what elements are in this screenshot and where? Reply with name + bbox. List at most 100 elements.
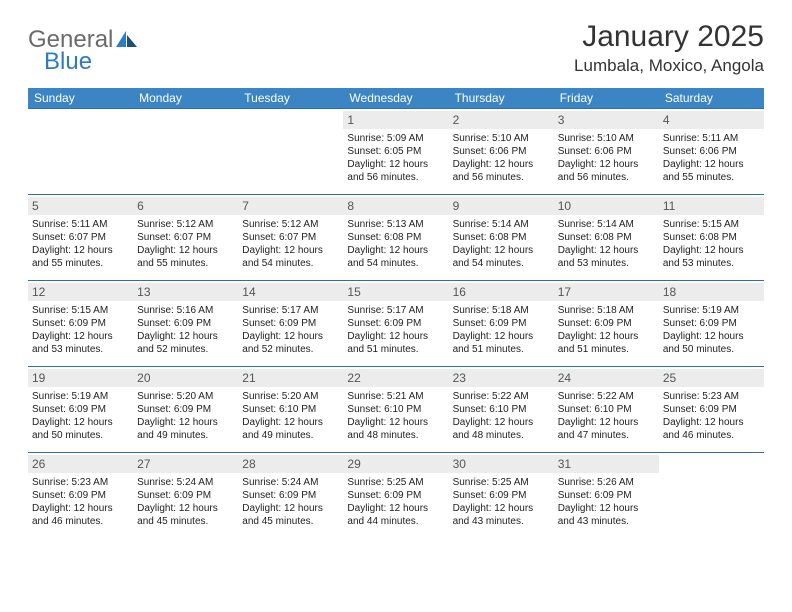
day-details: Sunrise: 5:14 AMSunset: 6:08 PMDaylight:… <box>558 218 655 270</box>
sunset-text: Sunset: 6:09 PM <box>32 489 129 502</box>
day-cell: 19 Sunrise: 5:19 AMSunset: 6:09 PMDayligh… <box>28 367 133 453</box>
sunrise-text: Sunrise: 5:14 AM <box>558 218 655 231</box>
day-number: 19 <box>28 369 133 387</box>
sunset-text: Sunset: 6:09 PM <box>347 489 444 502</box>
day-cell: 29Sunrise: 5:25 AMSunset: 6:09 PMDayligh… <box>343 453 448 539</box>
sunset-text: Sunset: 6:05 PM <box>347 145 444 158</box>
sunrise-text: Sunrise: 5:17 AM <box>347 304 444 317</box>
dow-sat: Saturday <box>659 88 764 109</box>
sunset-text: Sunset: 6:08 PM <box>558 231 655 244</box>
day-number: 25 <box>659 369 764 387</box>
day-details: Sunrise: 5:23 AMSunset: 6:09 PMDaylight:… <box>663 390 760 442</box>
daylight-text: Daylight: 12 hours and 53 minutes. <box>663 244 760 270</box>
sunset-text: Sunset: 6:08 PM <box>453 231 550 244</box>
sunset-text: Sunset: 6:09 PM <box>137 317 234 330</box>
day-cell: 16Sunrise: 5:18 AMSunset: 6:09 PMDayligh… <box>449 281 554 367</box>
sunrise-text: Sunrise: 5:11 AM <box>663 132 760 145</box>
daylight-text: Daylight: 12 hours and 54 minutes. <box>347 244 444 270</box>
day-details: Sunrise: 5:13 AMSunset: 6:08 PMDaylight:… <box>347 218 444 270</box>
logo-sail-icon <box>116 31 138 49</box>
day-number: 13 <box>133 283 238 301</box>
daylight-text: Daylight: 12 hours and 56 minutes. <box>558 158 655 184</box>
day-cell: 25 Sunrise: 5:23 AMSunset: 6:09 PMDayligh… <box>659 367 764 453</box>
day-details: Sunrise: 5:25 AMSunset: 6:09 PMDaylight:… <box>347 476 444 528</box>
day-cell: 31Sunrise: 5:26 AMSunset: 6:09 PMDayligh… <box>554 453 659 539</box>
day-number: 30 <box>449 455 554 473</box>
day-number: 28 <box>238 455 343 473</box>
sunrise-text: Sunrise: 5:22 AM <box>558 390 655 403</box>
day-details: Sunrise: 5:26 AMSunset: 6:09 PMDaylight:… <box>558 476 655 528</box>
day-details: Sunrise: 5:19 AMSunset: 6:09 PMDaylight:… <box>663 304 760 356</box>
day-number: 5 <box>28 197 133 215</box>
dow-header-row: Sunday Monday Tuesday Wednesday Thursday… <box>28 88 764 109</box>
day-details: Sunrise: 5:16 AMSunset: 6:09 PMDaylight:… <box>137 304 234 356</box>
day-cell: 7Sunrise: 5:12 AMSunset: 6:07 PMDaylight… <box>238 195 343 281</box>
sunset-text: Sunset: 6:08 PM <box>347 231 444 244</box>
calendar-table: Sunday Monday Tuesday Wednesday Thursday… <box>28 88 764 539</box>
sunset-text: Sunset: 6:06 PM <box>558 145 655 158</box>
day-details: Sunrise: 5:10 AMSunset: 6:06 PMDaylight:… <box>453 132 550 184</box>
day-cell: 11Sunrise: 5:15 AMSunset: 6:08 PMDayligh… <box>659 195 764 281</box>
sunset-text: Sunset: 6:09 PM <box>242 317 339 330</box>
sunset-text: Sunset: 6:09 PM <box>32 317 129 330</box>
day-cell: 8Sunrise: 5:13 AMSunset: 6:08 PMDaylight… <box>343 195 448 281</box>
day-cell: 3Sunrise: 5:10 AMSunset: 6:06 PMDaylight… <box>554 109 659 195</box>
day-details: Sunrise: 5:25 AMSunset: 6:09 PMDaylight:… <box>453 476 550 528</box>
day-details: Sunrise: 5:19 AMSunset: 6:09 PMDaylight:… <box>32 390 129 442</box>
day-details: Sunrise: 5:17 AMSunset: 6:09 PMDaylight:… <box>347 304 444 356</box>
sunrise-text: Sunrise: 5:24 AM <box>137 476 234 489</box>
day-details: Sunrise: 5:24 AMSunset: 6:09 PMDaylight:… <box>242 476 339 528</box>
day-details: Sunrise: 5:21 AMSunset: 6:10 PMDaylight:… <box>347 390 444 442</box>
daylight-text: Daylight: 12 hours and 54 minutes. <box>453 244 550 270</box>
sunrise-text: Sunrise: 5:25 AM <box>453 476 550 489</box>
sunset-text: Sunset: 6:06 PM <box>663 145 760 158</box>
day-cell <box>659 453 764 539</box>
sunrise-text: Sunrise: 5:25 AM <box>347 476 444 489</box>
daylight-text: Daylight: 12 hours and 52 minutes. <box>242 330 339 356</box>
day-cell: 5Sunrise: 5:11 AMSunset: 6:07 PMDaylight… <box>28 195 133 281</box>
sunrise-text: Sunrise: 5:26 AM <box>558 476 655 489</box>
sunset-text: Sunset: 6:10 PM <box>242 403 339 416</box>
daylight-text: Daylight: 12 hours and 46 minutes. <box>32 502 129 528</box>
day-number: 9 <box>449 197 554 215</box>
sunrise-text: Sunrise: 5:23 AM <box>663 390 760 403</box>
day-cell: 22Sunrise: 5:21 AMSunset: 6:10 PMDayligh… <box>343 367 448 453</box>
sunrise-text: Sunrise: 5:19 AM <box>663 304 760 317</box>
day-number: 16 <box>449 283 554 301</box>
page-header: General January 2025 Lumbala, Moxico, An… <box>28 20 764 76</box>
sunrise-text: Sunrise: 5:23 AM <box>32 476 129 489</box>
day-number: 10 <box>554 197 659 215</box>
day-number: 4 <box>659 111 764 129</box>
day-number: 3 <box>554 111 659 129</box>
week-row: 12Sunrise: 5:15 AMSunset: 6:09 PMDayligh… <box>28 281 764 367</box>
day-number: 1 <box>343 111 448 129</box>
sunset-text: Sunset: 6:09 PM <box>663 317 760 330</box>
sunset-text: Sunset: 6:10 PM <box>558 403 655 416</box>
sunset-text: Sunset: 6:09 PM <box>663 403 760 416</box>
sunset-text: Sunset: 6:09 PM <box>558 317 655 330</box>
sunrise-text: Sunrise: 5:22 AM <box>453 390 550 403</box>
day-cell <box>238 109 343 195</box>
day-cell <box>28 109 133 195</box>
day-cell: 13 Sunrise: 5:16 AMSunset: 6:09 PMDayligh… <box>133 281 238 367</box>
daylight-text: Daylight: 12 hours and 43 minutes. <box>558 502 655 528</box>
day-cell: 10 Sunrise: 5:14 AMSunset: 6:08 PMDayligh… <box>554 195 659 281</box>
daylight-text: Daylight: 12 hours and 53 minutes. <box>32 330 129 356</box>
day-details: Sunrise: 5:18 AMSunset: 6:09 PMDaylight:… <box>558 304 655 356</box>
daylight-text: Daylight: 12 hours and 54 minutes. <box>242 244 339 270</box>
sunset-text: Sunset: 6:10 PM <box>453 403 550 416</box>
week-row: 1 Sunrise: 5:09 AMSunset: 6:05 PMDaylight… <box>28 109 764 195</box>
day-cell: 15Sunrise: 5:17 AMSunset: 6:09 PMDayligh… <box>343 281 448 367</box>
dow-mon: Monday <box>133 88 238 109</box>
day-number: 17 <box>554 283 659 301</box>
dow-sun: Sunday <box>28 88 133 109</box>
daylight-text: Daylight: 12 hours and 56 minutes. <box>347 158 444 184</box>
week-row: 5Sunrise: 5:11 AMSunset: 6:07 PMDaylight… <box>28 195 764 281</box>
day-number: 6 <box>133 197 238 215</box>
day-details: Sunrise: 5:09 AMSunset: 6:05 PMDaylight:… <box>347 132 444 184</box>
sunrise-text: Sunrise: 5:19 AM <box>32 390 129 403</box>
day-number: 7 <box>238 197 343 215</box>
dow-fri: Friday <box>554 88 659 109</box>
dow-wed: Wednesday <box>343 88 448 109</box>
day-details: Sunrise: 5:20 AMSunset: 6:09 PMDaylight:… <box>137 390 234 442</box>
